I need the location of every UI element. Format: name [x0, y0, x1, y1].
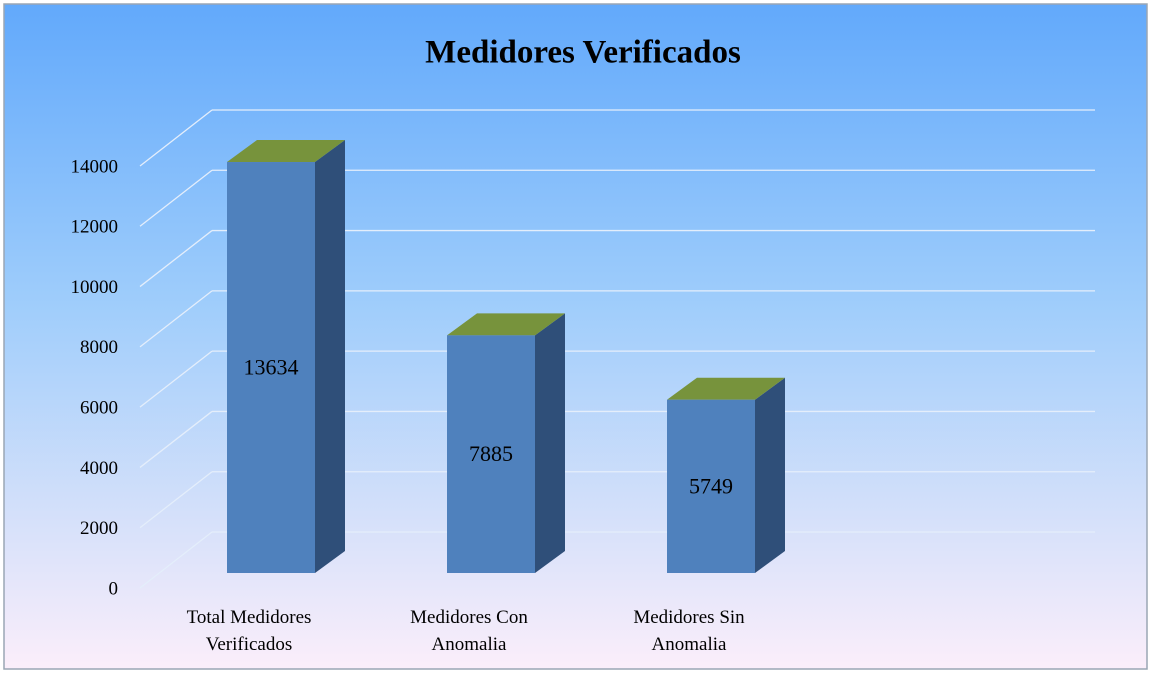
- y-tick-label: 4000: [80, 458, 118, 479]
- x-tick-label: Total Medidores Verificados: [187, 607, 312, 655]
- grid-line: [139, 350, 213, 408]
- bar-side: [535, 313, 565, 573]
- grid-line: [139, 230, 213, 288]
- y-tick-label: 14000: [71, 156, 119, 177]
- x-tick-label-line: Medidores Con: [410, 607, 528, 628]
- y-tick-label: 12000: [71, 217, 119, 238]
- chart-title: Medidores Verificados: [425, 35, 741, 71]
- y-tick-label: 2000: [80, 518, 118, 539]
- y-tick-label: 8000: [80, 337, 118, 358]
- bar: [227, 162, 315, 573]
- x-tick-label: Medidores Sin Anomalia: [633, 607, 745, 655]
- bar-top: [667, 377, 785, 400]
- x-tick-label-line: Verificados: [206, 634, 293, 655]
- x-tick-label-line: Anomalia: [432, 634, 507, 655]
- y-tick-label: 6000: [80, 398, 118, 419]
- y-tick-label: 0: [109, 578, 119, 599]
- grid-line: [139, 471, 213, 529]
- x-tick-label-line: Total Medidores: [187, 607, 312, 628]
- data-label: 7885: [469, 441, 513, 466]
- y-tick-label: 10000: [71, 277, 119, 298]
- bar-side: [315, 140, 345, 573]
- bar-top: [227, 140, 345, 163]
- bar: [667, 399, 755, 573]
- background: [3, 3, 1148, 670]
- grid-line: [139, 531, 213, 589]
- bar: [447, 335, 535, 573]
- x-tick-label-line: Anomalia: [652, 634, 727, 655]
- data-label: 13634: [244, 355, 299, 380]
- data-label: 5749: [689, 473, 733, 498]
- bar-side: [755, 377, 785, 573]
- grid-line: [139, 169, 213, 227]
- grid-line: [139, 410, 213, 468]
- grid-line: [139, 290, 213, 348]
- x-tick-label-line: Medidores Sin: [633, 607, 745, 628]
- x-tick-label: Medidores Con Anomalia: [410, 607, 528, 655]
- bar-top: [447, 313, 565, 336]
- grid-line: [139, 109, 213, 167]
